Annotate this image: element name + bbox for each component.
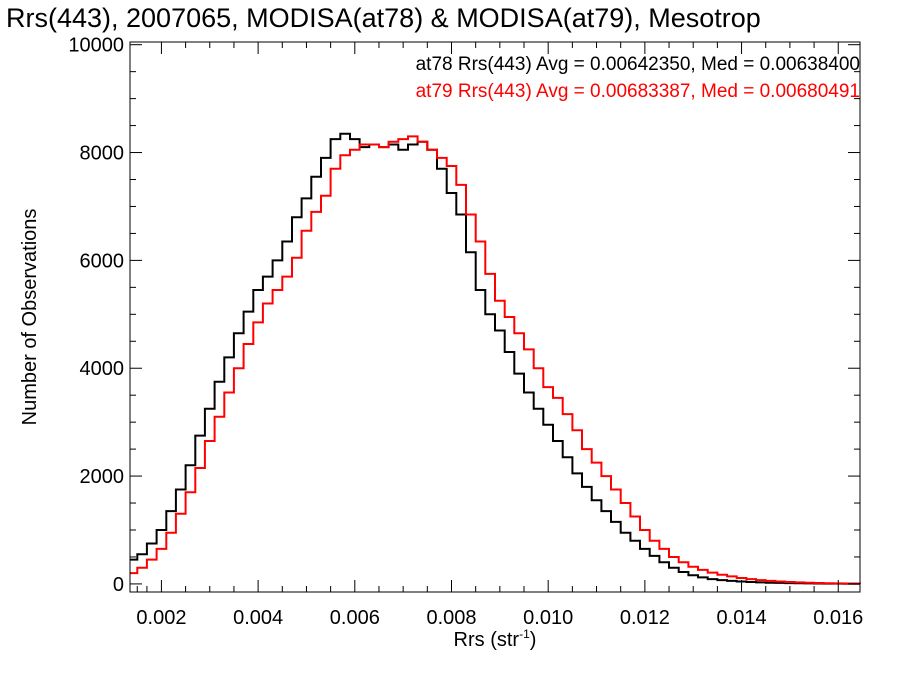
x-tick-label: 0.006 bbox=[330, 607, 380, 629]
x-tick-label: 0.008 bbox=[426, 607, 476, 629]
y-tick-label: 10000 bbox=[68, 35, 124, 57]
series-at79-line bbox=[130, 135, 861, 585]
y-tick-label: 8000 bbox=[80, 143, 125, 165]
annotation-at78: at78 Rrs(443) Avg = 0.00642350, Med = 0.… bbox=[416, 54, 860, 75]
x-axis-label-close: ) bbox=[530, 629, 537, 651]
x-tick-label: 0.004 bbox=[233, 607, 283, 629]
y-axis-label: Number of Observations bbox=[19, 209, 41, 426]
y-tick-label: 0 bbox=[113, 574, 124, 596]
y-tick-label: 4000 bbox=[80, 358, 125, 380]
x-tick-label: 0.010 bbox=[523, 607, 573, 629]
y-axis-ticks: 0 2000 4000 6000 8000 10000 bbox=[68, 35, 860, 596]
plot-area: 0.002 0.004 0.006 0.008 0.010 0.012 0.014 0.016… bbox=[68, 35, 863, 629]
x-axis-label-exponent: -1 bbox=[519, 627, 530, 641]
x-tick-label: 0.012 bbox=[620, 607, 670, 629]
x-tick-label: 0.016 bbox=[813, 607, 863, 629]
x-tick-label: 0.014 bbox=[717, 607, 767, 629]
x-axis-label: Rrs (str-1) bbox=[454, 627, 537, 651]
series-at78-line bbox=[130, 132, 860, 585]
y-tick-label: 2000 bbox=[80, 466, 125, 488]
x-axis-label-main: Rrs (str bbox=[454, 629, 520, 651]
x-tick-label: 0.002 bbox=[136, 607, 186, 629]
plot-frame bbox=[129, 41, 861, 593]
y-tick-label: 6000 bbox=[80, 250, 125, 272]
annotation-at79: at79 Rrs(443) Avg = 0.00683387, Med = 0.… bbox=[416, 81, 860, 102]
chart-title: Rrs(443), 2007065, MODISA(at78) & MODISA… bbox=[6, 3, 761, 33]
x-axis-ticks: 0.002 0.004 0.006 0.008 0.010 0.012 0.014 0.016 bbox=[136, 42, 863, 629]
